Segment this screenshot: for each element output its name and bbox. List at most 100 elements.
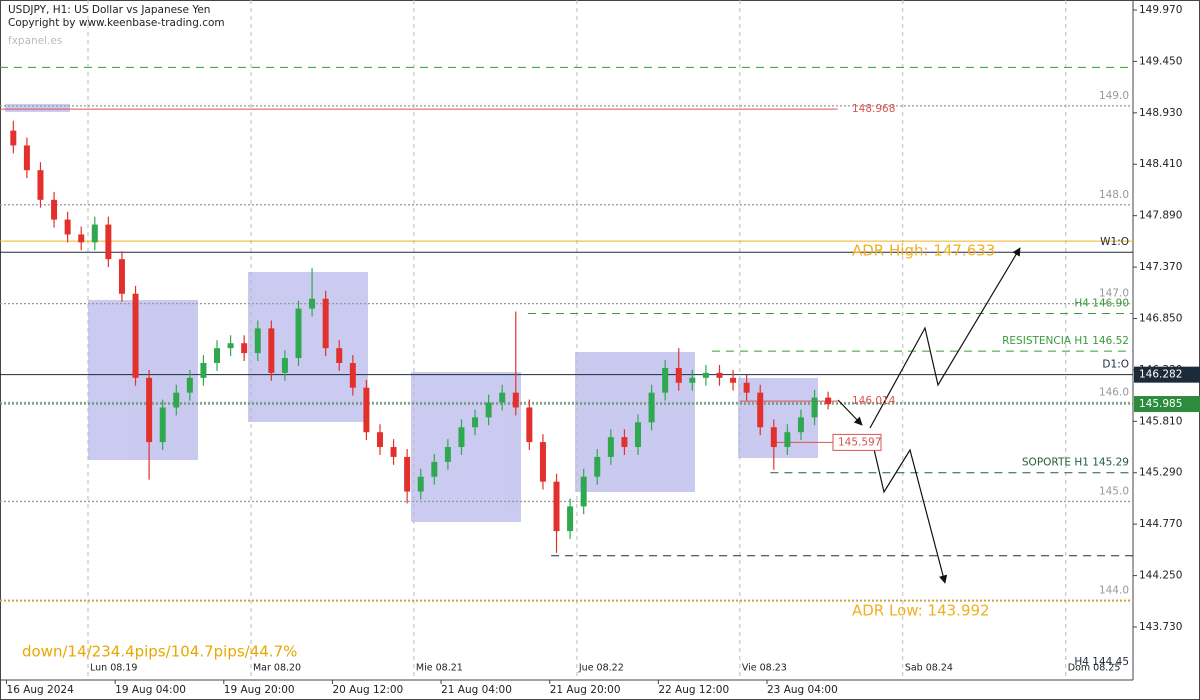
candle-body	[214, 348, 221, 363]
candle-body	[241, 343, 248, 354]
y-tick-label: 147.370	[1139, 261, 1182, 273]
candle-body	[227, 343, 234, 349]
candle-body	[336, 348, 343, 363]
day-label: Mar 08.20	[253, 663, 301, 674]
level-label: H4 146.90	[1074, 298, 1129, 310]
last-price-label: 145.985	[1139, 398, 1182, 410]
candle-body	[689, 377, 696, 383]
level-label: SOPORTE H1 145.29	[1022, 457, 1129, 469]
level-label: 145.0	[1099, 485, 1129, 497]
chart-title: USDJPY, H1: US Dollar vs Japanese Yen	[8, 4, 210, 16]
y-tick-label: 147.890	[1139, 210, 1182, 222]
candle-body	[363, 387, 370, 433]
candle-body	[51, 199, 58, 220]
x-tick-label: 16 Aug 2024	[7, 684, 75, 696]
price-box-label: 146.282	[1139, 369, 1182, 381]
candle-body	[186, 377, 193, 393]
level-label: 148.968	[852, 103, 895, 115]
candle-body	[526, 407, 533, 443]
candle-body	[730, 377, 737, 383]
candle-body	[675, 367, 682, 383]
x-tick-label: 19 Aug 04:00	[115, 684, 186, 696]
x-tick-label: 19 Aug 20:00	[224, 684, 295, 696]
candle-body	[770, 427, 777, 448]
candle-body	[173, 392, 180, 408]
candle-body	[580, 476, 587, 507]
candle-body	[716, 372, 723, 378]
candle-body	[349, 362, 356, 388]
candle-body	[78, 234, 85, 243]
day-label: Sab 08.24	[905, 663, 953, 674]
candle-body	[254, 328, 261, 354]
price-box	[1134, 366, 1200, 383]
y-tick-label: 148.930	[1139, 107, 1182, 119]
level-label: 146.0	[1099, 387, 1129, 399]
level-label: D1:O	[1102, 359, 1129, 371]
candle-body	[743, 382, 750, 393]
day-label: Jue 08.22	[578, 663, 624, 674]
candle-body	[23, 145, 30, 171]
y-tick-label: 145.290	[1139, 467, 1182, 479]
day-label: Dom 08.25	[1068, 663, 1121, 674]
candle-body	[309, 298, 316, 309]
candle-body	[648, 392, 655, 423]
candle-body	[621, 437, 628, 448]
candle-body	[281, 358, 288, 373]
candle-body	[431, 461, 438, 477]
level-label: W1:O	[1100, 236, 1129, 248]
candle-body	[757, 392, 764, 428]
candle-body	[390, 447, 397, 457]
y-tick-label: 149.450	[1139, 55, 1182, 67]
candle-body	[64, 219, 71, 235]
candle-body	[132, 293, 139, 378]
candle-body	[607, 437, 614, 457]
y-tick-label: 144.250	[1139, 570, 1182, 582]
candle-body	[811, 397, 818, 418]
day-label: Mie 08.21	[416, 663, 463, 674]
candle-body	[404, 456, 411, 492]
candle-body	[444, 447, 451, 462]
candle-body	[662, 367, 669, 393]
candle-body	[784, 432, 791, 448]
candle-body	[376, 432, 383, 448]
candle-body	[702, 372, 709, 378]
candle-body	[553, 481, 560, 532]
level-box	[832, 433, 882, 451]
candle-body	[417, 476, 424, 492]
candle-body	[200, 362, 207, 378]
last-price-box	[1134, 396, 1200, 413]
y-tick-label: 149.970	[1139, 4, 1182, 16]
x-tick-label: 22 Aug 12:00	[658, 684, 729, 696]
candle-body	[797, 417, 804, 433]
y-tick-label: 145.810	[1139, 415, 1182, 427]
candle-body	[295, 308, 302, 359]
candle-body	[485, 402, 492, 418]
candle-body	[539, 442, 546, 482]
watermark: fxpanel.es	[8, 35, 62, 47]
candle-body	[322, 298, 329, 349]
candle-body	[91, 224, 98, 243]
forecast-arrows	[837, 247, 1021, 584]
candle-body	[268, 328, 275, 373]
level-label: 144.0	[1099, 584, 1129, 596]
x-tick-label: 20 Aug 12:00	[332, 684, 403, 696]
level-label: 148.0	[1099, 189, 1129, 201]
adr-label: ADR Low: 143.992	[852, 602, 990, 620]
y-tick-label: 144.770	[1139, 518, 1182, 530]
chart-subtitle: Copyright by www.keenbase-trading.com	[8, 17, 225, 29]
stats: down/14/234.4pips/104.7pips/44.7%	[22, 643, 297, 661]
level-label: 145.597	[838, 436, 881, 448]
candle-body	[37, 170, 44, 200]
candle-body	[458, 427, 465, 448]
candle-body	[105, 224, 112, 260]
level-label: 147.0	[1099, 288, 1129, 300]
candle-body	[10, 130, 17, 146]
x-tick-label: 21 Aug 04:00	[441, 684, 512, 696]
candle-body	[118, 259, 125, 294]
y-tick-label: 143.730	[1139, 621, 1182, 633]
candle-body	[159, 407, 166, 443]
x-tick-label: 21 Aug 20:00	[550, 684, 621, 696]
